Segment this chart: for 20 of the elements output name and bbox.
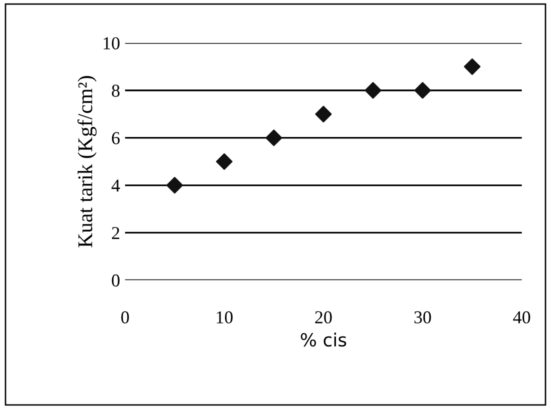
y-tick-label: 4 — [112, 180, 120, 192]
point — [216, 153, 233, 170]
point — [315, 106, 332, 122]
x-tick-label: 30 — [414, 311, 431, 324]
y-tick-label: 2 — [112, 227, 120, 239]
point — [266, 130, 282, 146]
x-tick-label: 0 — [121, 311, 129, 324]
point — [166, 176, 183, 194]
y-tick-label: 0 — [112, 274, 120, 287]
x-tick-label: 10 — [216, 311, 233, 324]
x-tick-label: 40 — [513, 311, 530, 324]
y-tick-label: 6 — [112, 132, 120, 144]
x-tick-label: 20 — [315, 311, 332, 324]
y-tick-label: 8 — [112, 84, 120, 97]
point — [464, 58, 481, 75]
x-axis-title: % cis — [300, 332, 346, 347]
point — [364, 82, 382, 99]
point — [414, 82, 431, 99]
y-tick-label: 10 — [104, 37, 120, 50]
y-axis-title: Kuat tarik (Kgf/cm²) — [77, 76, 97, 248]
